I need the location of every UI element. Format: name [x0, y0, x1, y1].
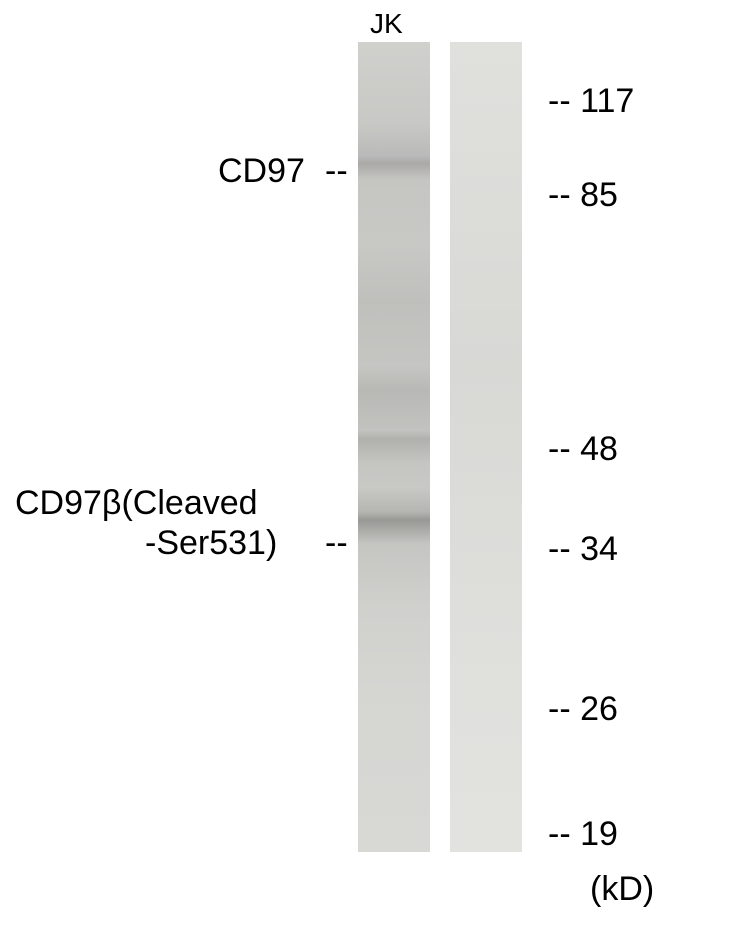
marker-85: -- 85 [548, 176, 618, 215]
blot-figure: JK CD97 -- CD97β(Cleaved -Ser531) -- -- … [0, 0, 753, 926]
marker-26: -- 26 [548, 690, 618, 729]
blot-lane-1 [358, 42, 430, 852]
band-tick-cd97beta: -- [325, 524, 348, 563]
band-tick-cd97: -- [325, 152, 348, 191]
lane-label-jk: JK [370, 8, 403, 40]
marker-34: -- 34 [548, 530, 618, 569]
marker-117: -- 117 [548, 82, 634, 121]
marker-19: -- 19 [548, 815, 618, 854]
band-label-cd97beta-line2: -Ser531) [145, 524, 277, 563]
marker-48: -- 48 [548, 430, 618, 469]
band-label-cd97: CD97 [218, 152, 305, 191]
blot-lane-2 [450, 42, 522, 852]
unit-label: (kD) [590, 870, 654, 909]
band-label-cd97beta-line1: CD97β(Cleaved [15, 484, 258, 523]
